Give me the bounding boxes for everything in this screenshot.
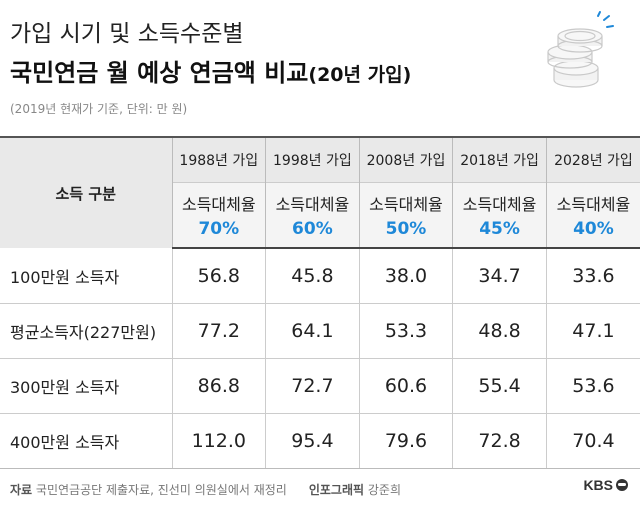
source-text: 국민연금공단 제출자료, 진선미 의원실에서 재정리 bbox=[35, 483, 287, 497]
title-line-1: 가입 시기 및 소득수준별 bbox=[10, 21, 244, 47]
ratio-label: 소득대체율 bbox=[556, 195, 631, 214]
table-row: 400만원 소득자 112.0 95.4 79.6 72.8 70.4 bbox=[0, 413, 640, 469]
cell-value: 72.8 bbox=[452, 413, 547, 469]
ratio-value: 60% bbox=[292, 219, 333, 239]
row-header: 소득 구분 bbox=[0, 136, 172, 248]
cell-value: 53.3 bbox=[358, 303, 453, 359]
table-row: 평균소득자(227만원) 77.2 64.1 53.3 48.8 47.1 bbox=[0, 303, 640, 359]
ratio-header: 소득대체율 40% bbox=[545, 182, 640, 249]
ratio-label: 소득대체율 bbox=[275, 195, 350, 214]
ratio-label: 소득대체율 bbox=[369, 195, 443, 214]
cell-value: 55.4 bbox=[452, 358, 547, 414]
title-main: 국민연금 월 예상 연금액 비교 bbox=[10, 59, 309, 87]
unit-note: (2019년 현재가 기준, 단위: 만 원) bbox=[10, 102, 188, 116]
source-label: 자료 bbox=[10, 483, 33, 497]
cell-value: 48.8 bbox=[452, 303, 547, 359]
row-label: 400만원 소득자 bbox=[0, 413, 172, 469]
year-header-2018: 2018년 가입 bbox=[452, 136, 547, 183]
graphic-author: 강준희 bbox=[367, 483, 401, 497]
ratio-label: 소득대체율 bbox=[462, 195, 537, 214]
pension-table: 소득 구분 1988년 가입 1998년 가입 2008년 가입 2018년 가… bbox=[0, 136, 640, 469]
cell-value: 60.6 bbox=[358, 358, 453, 414]
coin-stack-icon bbox=[547, 11, 614, 88]
cell-value: 70.4 bbox=[545, 413, 640, 469]
cell-value: 72.7 bbox=[265, 358, 360, 414]
cell-value: 79.6 bbox=[358, 413, 453, 469]
ratio-label: 소득대체율 bbox=[181, 195, 256, 214]
ratio-header: 소득대체율 45% bbox=[452, 182, 547, 249]
table-row: 300만원 소득자 86.8 72.7 60.6 55.4 53.6 bbox=[0, 358, 640, 414]
graphic-label: 인포그래픽 bbox=[308, 483, 365, 497]
year-header-1998: 1998년 가입 bbox=[265, 136, 360, 183]
pension-table-wrap: 소득 구분 1988년 가입 1998년 가입 2008년 가입 2018년 가… bbox=[0, 136, 640, 469]
cell-value: 112.0 bbox=[171, 413, 266, 469]
year-header-1988: 1988년 가입 bbox=[171, 136, 266, 183]
footer-credits: 자료 국민연금공단 제출자료, 진선미 의원실에서 재정리 인포그래픽 강준희 bbox=[10, 481, 401, 498]
cell-value: 34.7 bbox=[452, 248, 547, 304]
ratio-header: 소득대체율 70% bbox=[171, 182, 266, 249]
cell-value: 95.4 bbox=[265, 413, 360, 469]
ratio-header: 소득대체율 60% bbox=[265, 182, 360, 249]
cell-value: 45.8 bbox=[265, 248, 360, 304]
cell-value: 53.6 bbox=[545, 358, 640, 414]
cell-value: 38.0 bbox=[358, 248, 453, 304]
kbs-logo: KBS bbox=[583, 477, 628, 493]
ratio-header: 소득대체율 50% bbox=[358, 182, 453, 249]
ratio-value: 50% bbox=[385, 219, 427, 239]
cell-value: 47.1 bbox=[545, 303, 640, 359]
table-row: 100만원 소득자 56.8 45.8 38.0 34.7 33.6 bbox=[0, 248, 640, 304]
row-label: 300만원 소득자 bbox=[0, 358, 172, 414]
year-header-2008: 2008년 가입 bbox=[358, 136, 453, 183]
title-sub: (20년 가입) bbox=[308, 64, 412, 86]
cell-value: 64.1 bbox=[265, 303, 360, 359]
row-label: 100만원 소득자 bbox=[0, 248, 172, 304]
year-header-2028: 2028년 가입 bbox=[545, 136, 640, 183]
cell-value: 77.2 bbox=[171, 303, 266, 359]
ratio-value: 70% bbox=[198, 219, 240, 239]
ratio-value: 45% bbox=[479, 219, 520, 239]
kbs-logo-icon bbox=[616, 479, 628, 491]
ratio-value: 40% bbox=[573, 219, 614, 239]
row-label: 평균소득자(227만원) bbox=[0, 303, 172, 359]
cell-value: 86.8 bbox=[171, 358, 266, 414]
title-line-2: 국민연금 월 예상 연금액 비교(20년 가입) bbox=[10, 53, 411, 88]
cell-value: 56.8 bbox=[171, 248, 266, 304]
cell-value: 33.6 bbox=[545, 248, 640, 304]
kbs-logo-text: KBS bbox=[583, 477, 613, 493]
